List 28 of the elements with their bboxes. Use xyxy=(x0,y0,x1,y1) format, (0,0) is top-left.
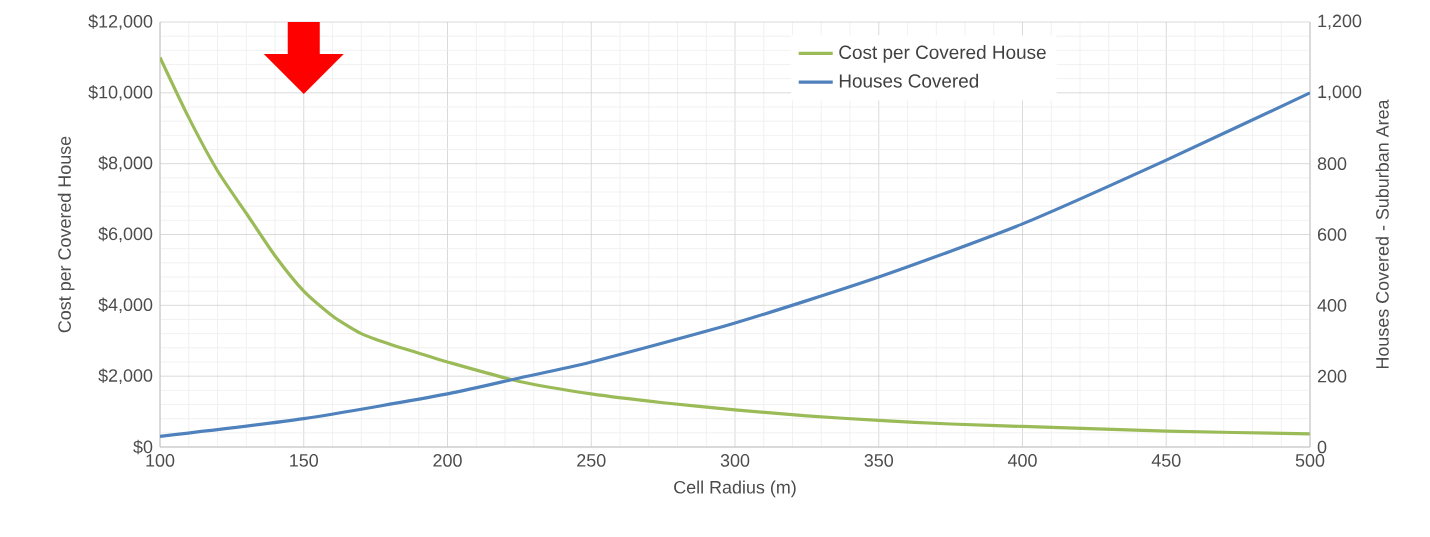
x-tick-label: 100 xyxy=(146,454,175,467)
x-tick-label: 400 xyxy=(1007,454,1037,467)
x-axis-title: Cell Radius (m) xyxy=(674,480,796,498)
x-tick-label: 200 xyxy=(433,454,462,467)
y-tick-label: $10,000 xyxy=(88,85,153,101)
x-tick-label: 500 xyxy=(1295,454,1325,467)
y2-tick-label: 800 xyxy=(1317,157,1347,171)
y-tick-label: $6,000 xyxy=(98,226,153,243)
x-tick-label: 450 xyxy=(1151,454,1181,467)
y-tick-label: $2,000 xyxy=(98,368,153,384)
x-tick-label: 250 xyxy=(577,454,606,467)
y-tick-label: $4,000 xyxy=(98,297,153,314)
y2-tick-label: 200 xyxy=(1317,369,1347,383)
y2-tick-label: 0 xyxy=(1317,440,1327,454)
y2-tick-label: 1,200 xyxy=(1318,14,1362,30)
y-axis-title: Cost per Covered House xyxy=(57,136,75,333)
legend-label: Cost per Covered House xyxy=(839,45,1046,63)
legend-label: Houses Covered xyxy=(839,73,979,88)
x-tick-label: 350 xyxy=(864,454,894,467)
y2-tick-label: 1,000 xyxy=(1318,85,1362,101)
y2-tick-label: 600 xyxy=(1317,228,1347,241)
x-tick-label: 300 xyxy=(720,454,750,467)
x-tick-label: 150 xyxy=(290,454,319,467)
y-tick-label: $0 xyxy=(133,439,153,455)
y-tick-label: $8,000 xyxy=(98,155,153,172)
y2-axis-title: Houses Covered - Suburban Area xyxy=(1375,99,1389,369)
y2-tick-label: 400 xyxy=(1317,298,1347,312)
y-tick-label: $12,000 xyxy=(88,14,153,30)
